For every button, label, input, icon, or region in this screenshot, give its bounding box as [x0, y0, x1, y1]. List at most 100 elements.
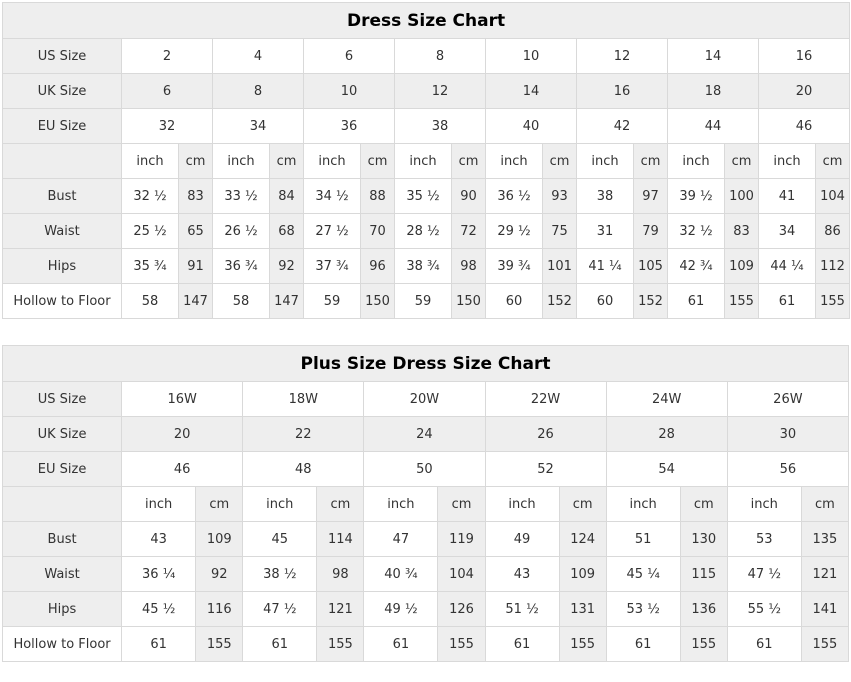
- cm-value-cell: 135: [800, 521, 850, 557]
- cm-value-cell: 136: [679, 591, 728, 627]
- cm-value-cell: 126: [437, 591, 486, 627]
- row-hollow-to-floor: Hollow to Floor 61 155 61 155 61 155 61 155 61 155…: [1, 626, 850, 662]
- row-bust: Bust 43 109 45 114 47 119 49 124 51 130 53 135: [1, 521, 850, 557]
- cm-value-cell: 100: [724, 178, 759, 214]
- inch-unit-header: inch: [121, 486, 197, 522]
- inch-value-cell: 43: [484, 556, 560, 592]
- cm-value-cell: 88: [360, 178, 395, 214]
- inch-value-cell: 35 ¾: [121, 248, 179, 284]
- empty-corner-cell: [1, 486, 123, 522]
- inch-value-cell: 55 ½: [726, 591, 802, 627]
- inch-value-cell: 44 ¼: [758, 248, 816, 284]
- inch-value-cell: 47: [363, 521, 439, 557]
- cm-unit-header: cm: [542, 143, 577, 179]
- inch-value-cell: 51: [605, 521, 681, 557]
- inch-value-cell: 36 ¾: [212, 248, 270, 284]
- row-us-size: US Size 16W 18W 20W 22W 24W 26W: [1, 381, 850, 417]
- row-waist: Waist 36 ¼ 92 38 ½ 98 40 ¾ 104 43 109 45 ¼ 115 47 ½…: [1, 556, 850, 592]
- cm-value-cell: 104: [814, 178, 851, 214]
- cm-value-cell: 152: [633, 283, 668, 319]
- size-value-cell: 8: [212, 73, 304, 109]
- inch-value-cell: 33 ½: [212, 178, 270, 214]
- inch-value-cell: 61: [121, 626, 197, 662]
- table-title: Dress Size Chart: [1, 2, 851, 39]
- cm-value-cell: 109: [558, 556, 607, 592]
- table-title: Plus Size Dress Size Chart: [2, 345, 849, 382]
- inch-value-cell: 61: [242, 626, 318, 662]
- inch-value-cell: 39 ¾: [485, 248, 543, 284]
- size-value-cell: 36: [303, 108, 395, 144]
- row-us-size: US Size 2 4 6 8 10 12 14 16: [2, 38, 851, 74]
- cm-unit-header: cm: [195, 486, 244, 522]
- cm-value-cell: 105: [633, 248, 668, 284]
- inch-value-cell: 27 ½: [303, 213, 361, 249]
- inch-value-cell: 34 ½: [303, 178, 361, 214]
- size-value-cell: 4: [212, 38, 304, 74]
- size-value-cell: 18W: [242, 381, 365, 417]
- size-value-cell: 20: [121, 416, 244, 452]
- cm-unit-header: cm: [558, 486, 607, 522]
- row-eu-size: EU Size 46 48 50 52 54 56: [1, 451, 850, 487]
- cm-value-cell: 131: [558, 591, 607, 627]
- inch-value-cell: 35 ½: [394, 178, 452, 214]
- inch-value-cell: 36 ½: [485, 178, 543, 214]
- row-hollow-to-floor: Hollow to Floor 58 147 58 147 59 150 59 150 60 152…: [2, 283, 851, 319]
- size-value-cell: 20: [757, 73, 851, 109]
- inch-value-cell: 37 ¾: [303, 248, 361, 284]
- cm-value-cell: 115: [679, 556, 728, 592]
- inch-unit-header: inch: [605, 486, 681, 522]
- inch-value-cell: 43: [121, 521, 197, 557]
- cm-value-cell: 84: [269, 178, 304, 214]
- cm-value-cell: 124: [558, 521, 607, 557]
- cm-value-cell: 155: [558, 626, 607, 662]
- cm-value-cell: 98: [316, 556, 365, 592]
- cm-value-cell: 79: [633, 213, 668, 249]
- cm-value-cell: 68: [269, 213, 304, 249]
- size-value-cell: 48: [242, 451, 365, 487]
- cm-value-cell: 147: [178, 283, 213, 319]
- size-value-cell: 8: [394, 38, 486, 74]
- size-value-cell: 54: [605, 451, 728, 487]
- title-row: Dress Size Chart: [1, 2, 851, 39]
- cm-value-cell: 155: [437, 626, 486, 662]
- inch-value-cell: 38 ¾: [394, 248, 452, 284]
- cm-unit-header: cm: [269, 143, 304, 179]
- inch-value-cell: 60: [576, 283, 634, 319]
- inch-value-cell: 59: [303, 283, 361, 319]
- inch-value-cell: 45 ½: [121, 591, 197, 627]
- inch-value-cell: 49 ½: [363, 591, 439, 627]
- inch-unit-header: inch: [242, 486, 318, 522]
- size-value-cell: 16: [757, 38, 851, 74]
- inch-value-cell: 40 ¾: [363, 556, 439, 592]
- cm-value-cell: 75: [542, 213, 577, 249]
- cm-value-cell: 155: [316, 626, 365, 662]
- cm-value-cell: 155: [195, 626, 244, 662]
- size-value-cell: 24: [363, 416, 486, 452]
- cm-value-cell: 116: [195, 591, 244, 627]
- inch-unit-header: inch: [667, 143, 725, 179]
- inch-unit-header: inch: [363, 486, 439, 522]
- size-value-cell: 26W: [726, 381, 850, 417]
- size-value-cell: 14: [667, 38, 759, 74]
- cm-unit-header: cm: [633, 143, 668, 179]
- plus-size-dress-size-chart-table: Plus Size Dress Size Chart US Size 16W 18W 2…: [1, 345, 850, 662]
- inch-value-cell: 39 ½: [667, 178, 725, 214]
- cm-unit-header: cm: [800, 486, 850, 522]
- size-value-cell: 50: [363, 451, 486, 487]
- row-label: EU Size: [2, 108, 122, 144]
- row-bust: Bust 32 ½ 83 33 ½ 84 34 ½ 88 35 ½ 90 36 ½ 93 38 97 39…: [2, 178, 851, 214]
- row-label: Waist: [2, 213, 122, 249]
- inch-value-cell: 29 ½: [485, 213, 543, 249]
- row-uk-size: UK Size 6 8 10 12 14 16 18 20: [2, 73, 851, 109]
- size-value-cell: 16: [576, 73, 668, 109]
- row-label: Hips: [2, 248, 122, 284]
- size-value-cell: 34: [212, 108, 304, 144]
- cm-value-cell: 83: [178, 178, 213, 214]
- inch-value-cell: 31: [576, 213, 634, 249]
- inch-value-cell: 58: [212, 283, 270, 319]
- size-value-cell: 22W: [484, 381, 607, 417]
- inch-value-cell: 32 ½: [121, 178, 179, 214]
- cm-value-cell: 97: [633, 178, 668, 214]
- row-label: US Size: [2, 38, 122, 74]
